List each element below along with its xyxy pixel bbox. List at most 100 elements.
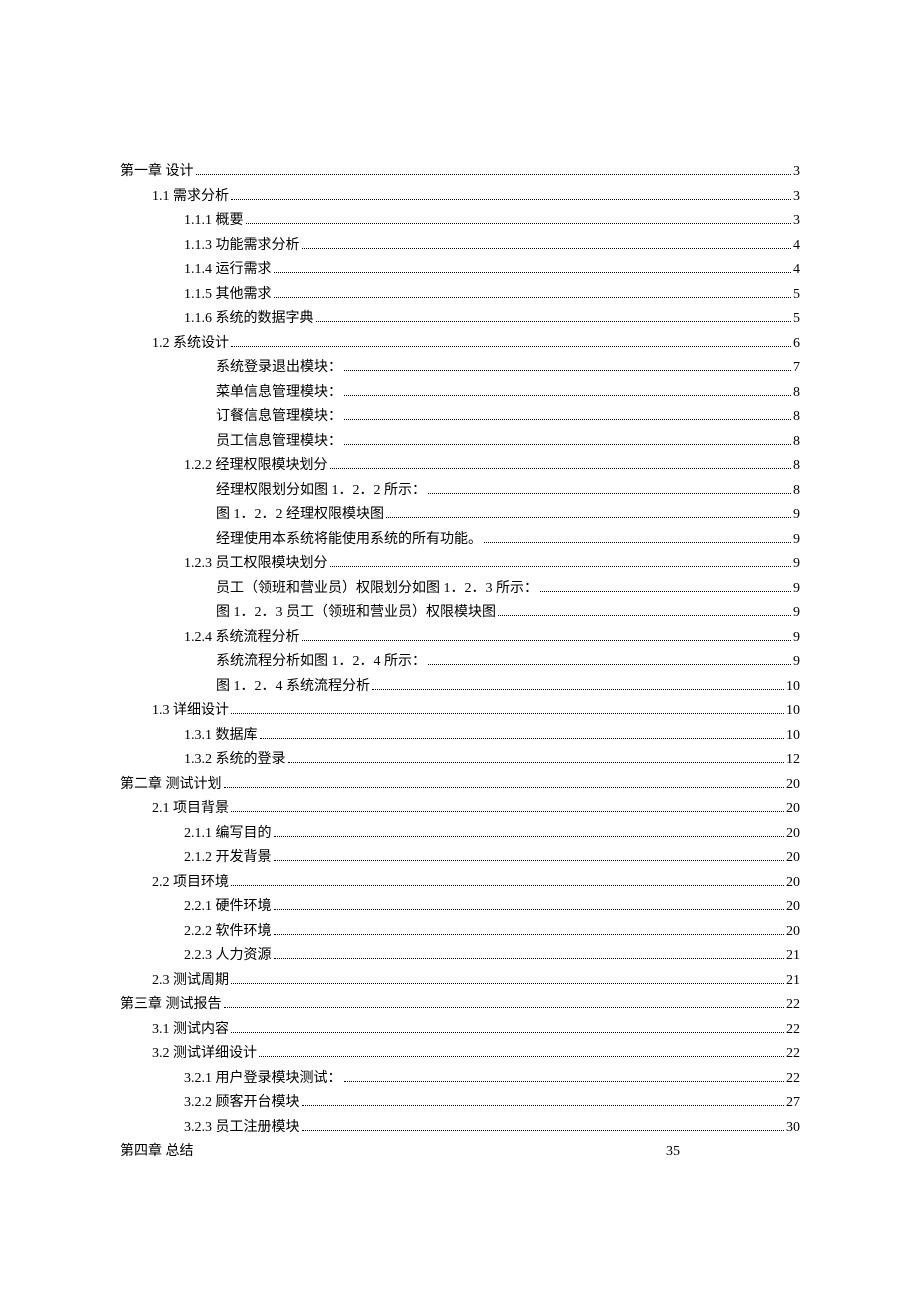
toc-leader-dots xyxy=(484,542,791,543)
toc-page-number: 21 xyxy=(786,969,800,994)
toc-entry: 2.2.1 硬件环境20 xyxy=(120,895,800,920)
toc-leader-dots xyxy=(260,738,785,739)
toc-entry: 员工信息管理模块：8 xyxy=(120,430,800,455)
toc-label: 第四章 总结 xyxy=(120,1140,194,1165)
toc-leader-dots xyxy=(540,591,791,592)
toc-label: 经理使用本系统将能使用系统的所有功能。 xyxy=(216,528,482,553)
toc-page-number: 10 xyxy=(786,675,800,700)
toc-page-number: 35 xyxy=(666,1140,800,1165)
toc-leader-dots xyxy=(344,395,791,396)
toc-page-number: 5 xyxy=(793,307,800,332)
toc-label: 2.2.3 人力资源 xyxy=(184,944,272,969)
toc-leader-dots xyxy=(274,860,785,861)
toc-label: 员工（领班和营业员）权限划分如图 1．2．3 所示： xyxy=(216,577,538,602)
toc-entry: 1.2.4 系统流程分析9 xyxy=(120,626,800,651)
toc-page-number: 30 xyxy=(786,1116,800,1141)
toc-page-number: 20 xyxy=(786,871,800,896)
toc-label: 1.1.4 运行需求 xyxy=(184,258,272,283)
toc-entry: 经理使用本系统将能使用系统的所有功能。9 xyxy=(120,528,800,553)
toc-leader-dots xyxy=(231,199,791,200)
toc-label: 1.1.1 概要 xyxy=(184,209,244,234)
toc-label: 3.2.1 用户登录模块测试： xyxy=(184,1067,342,1092)
toc-label: 1.1.5 其他需求 xyxy=(184,283,272,308)
toc-leader-dots xyxy=(344,1081,785,1082)
toc-page-number: 9 xyxy=(793,577,800,602)
toc-entry: 1.3.1 数据库10 xyxy=(120,724,800,749)
toc-entry: 第三章 测试报告22 xyxy=(120,993,800,1018)
toc-leader-dots xyxy=(224,1007,785,1008)
toc-label: 系统登录退出模块： xyxy=(216,356,342,381)
toc-label: 订餐信息管理模块： xyxy=(216,405,342,430)
toc-entry: 1.1.1 概要3 xyxy=(120,209,800,234)
toc-label: 第一章 设计 xyxy=(120,160,194,185)
toc-leader-dots xyxy=(302,248,792,249)
toc-entry: 3.1 测试内容22 xyxy=(120,1018,800,1043)
toc-entry: 图 1．2．4 系统流程分析10 xyxy=(120,675,800,700)
toc-entry: 订餐信息管理模块：8 xyxy=(120,405,800,430)
toc-label: 1.1 需求分析 xyxy=(152,185,229,210)
toc-entry: 2.2 项目环境 20 xyxy=(120,871,800,896)
toc-page-number: 4 xyxy=(793,258,800,283)
toc-label: 系统流程分析如图 1．2．4 所示： xyxy=(216,650,426,675)
toc-leader-dots xyxy=(330,468,792,469)
toc-entry: 经理权限划分如图 1．2．2 所示：8 xyxy=(120,479,800,504)
toc-leader-dots xyxy=(302,1105,785,1106)
toc-page-number: 5 xyxy=(793,283,800,308)
toc-page-number: 3 xyxy=(793,185,800,210)
toc-page-number: 9 xyxy=(793,552,800,577)
toc-entry: 2.1 项目背景20 xyxy=(120,797,800,822)
toc-leader-dots xyxy=(428,664,791,665)
toc-leader-dots xyxy=(231,811,784,812)
toc-page-number: 7 xyxy=(793,356,800,381)
toc-entry: 3.2 测试详细设计22 xyxy=(120,1042,800,1067)
toc-entry: 2.1.1 编写目的20 xyxy=(120,822,800,847)
toc-leader-dots xyxy=(246,223,792,224)
toc-leader-dots xyxy=(428,493,791,494)
toc-leader-dots xyxy=(196,174,792,175)
toc-page-number: 22 xyxy=(786,1018,800,1043)
toc-page-number: 12 xyxy=(786,748,800,773)
toc-entry: 菜单信息管理模块： 8 xyxy=(120,381,800,406)
toc-leader-dots xyxy=(372,689,784,690)
toc-entry: 2.2.2 软件环境20 xyxy=(120,920,800,945)
toc-entry: 2.1.2 开发背景 20 xyxy=(120,846,800,871)
toc-leader-dots xyxy=(330,566,792,567)
toc-leader-dots xyxy=(344,370,791,371)
toc-page-number: 9 xyxy=(793,503,800,528)
toc-page-number: 10 xyxy=(786,724,800,749)
toc-label: 2.1.2 开发背景 xyxy=(184,846,272,871)
toc-label: 2.2 项目环境 xyxy=(152,871,229,896)
toc-label: 1.3.2 系统的登录 xyxy=(184,748,286,773)
toc-entry: 3.2.2 顾客开台模块27 xyxy=(120,1091,800,1116)
toc-page-number: 20 xyxy=(786,846,800,871)
toc-label: 3.2 测试详细设计 xyxy=(152,1042,257,1067)
toc-leader-dots xyxy=(302,1130,785,1131)
toc-page-number: 21 xyxy=(786,944,800,969)
toc-label: 1.3 详细设计 xyxy=(152,699,229,724)
toc-entry: 系统流程分析如图 1．2．4 所示：9 xyxy=(120,650,800,675)
toc-leader-dots xyxy=(231,346,791,347)
toc-page-number: 22 xyxy=(786,1067,800,1092)
toc-page-number: 8 xyxy=(793,381,800,406)
toc-leader-dots xyxy=(231,885,784,886)
toc-entry: 1.1.5 其他需求 5 xyxy=(120,283,800,308)
toc-entry: 第四章 总结 35 xyxy=(120,1140,800,1165)
toc-entry: 图 1．2．3 员工（领班和营业员）权限模块图9 xyxy=(120,601,800,626)
toc-page-number: 8 xyxy=(793,454,800,479)
toc-label: 经理权限划分如图 1．2．2 所示： xyxy=(216,479,426,504)
toc-entry: 系统登录退出模块： 7 xyxy=(120,356,800,381)
toc-label: 员工信息管理模块： xyxy=(216,430,342,455)
toc-label: 3.2.3 员工注册模块 xyxy=(184,1116,300,1141)
toc-leader-dots xyxy=(259,1056,784,1057)
toc-page-number: 20 xyxy=(786,920,800,945)
toc-entry: 2.2.3 人力资源 21 xyxy=(120,944,800,969)
toc-page-number: 6 xyxy=(793,332,800,357)
toc-page-number: 20 xyxy=(786,773,800,798)
toc-entry: 1.2 系统设计6 xyxy=(120,332,800,357)
toc-label: 图 1．2．2 经理权限模块图 xyxy=(216,503,384,528)
toc-label: 菜单信息管理模块： xyxy=(216,381,342,406)
toc-entry: 图 1．2．2 经理权限模块图 9 xyxy=(120,503,800,528)
toc-entry: 1.1.4 运行需求 4 xyxy=(120,258,800,283)
toc-leader-dots xyxy=(344,444,791,445)
toc-label: 图 1．2．3 员工（领班和营业员）权限模块图 xyxy=(216,601,496,626)
